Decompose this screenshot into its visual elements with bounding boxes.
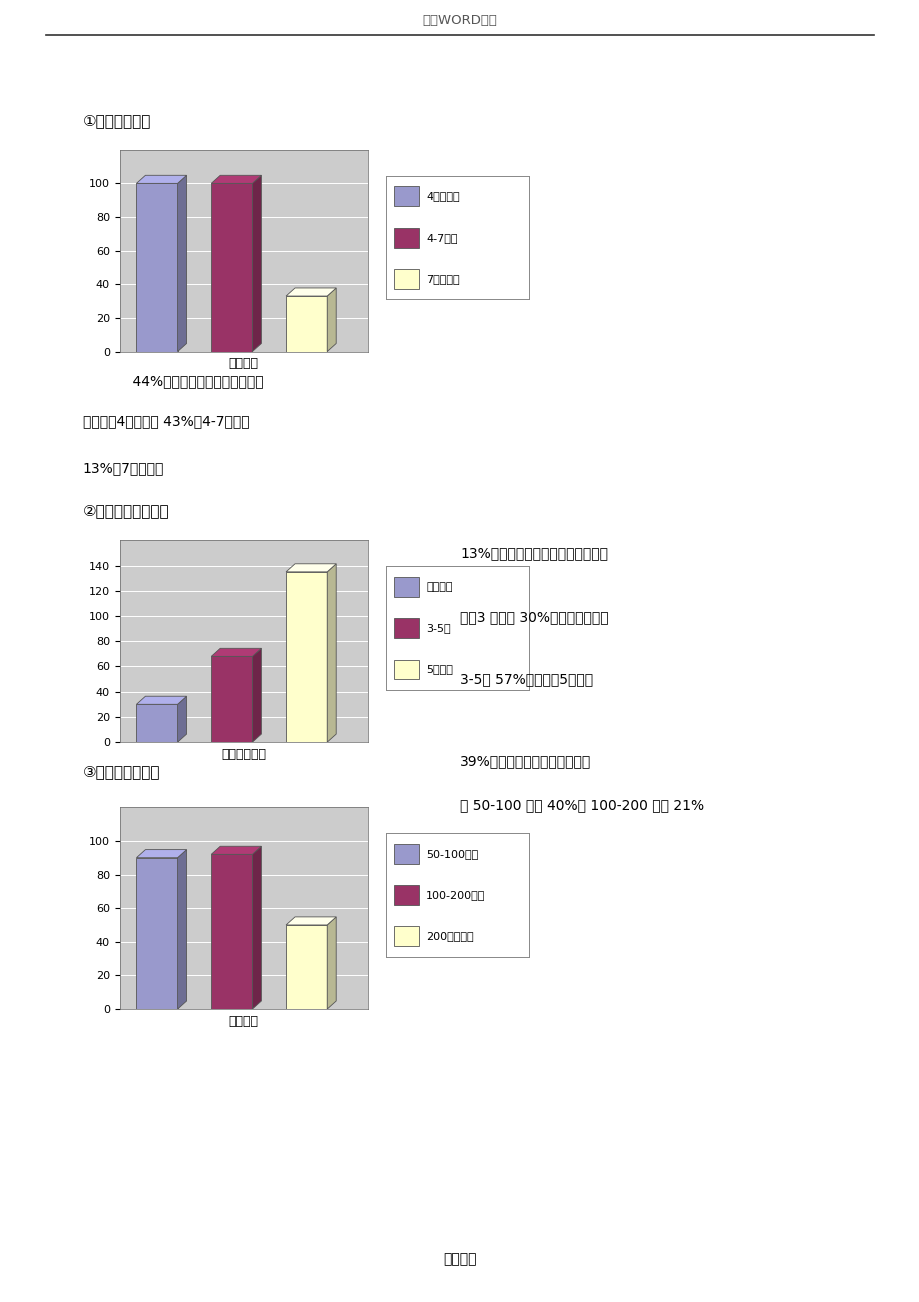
Bar [393,186,419,206]
Polygon shape [252,176,261,352]
Polygon shape [177,850,187,1009]
X-axis label: 目标使用年限: 目标使用年限 [221,747,266,760]
Text: ②微车目标使用年限: ②微车目标使用年限 [83,504,169,518]
Text: ①微车购置成本: ①微车购置成本 [83,113,151,128]
Polygon shape [252,648,261,742]
Bar [393,844,419,863]
Polygon shape [327,564,335,742]
Bar [393,927,419,947]
Text: 完美WORD格式: 完美WORD格式 [422,14,497,27]
Text: 三年以下: 三年以下 [425,582,452,592]
Text: 44%的调查者目前使用的车辆购: 44%的调查者目前使用的车辆购 [115,375,264,388]
Text: 置价格在4万元以下 43%在4-7万元，: 置价格在4万元以下 43%在4-7万元， [83,414,249,428]
Bar [286,572,327,742]
Polygon shape [327,288,335,352]
Polygon shape [286,288,335,296]
Polygon shape [136,697,187,704]
Bar [286,924,327,1009]
Bar [393,577,419,596]
Text: 为 50-100 公， 40%为 100-200 公， 21%: 为 50-100 公， 40%为 100-200 公， 21% [460,798,703,812]
Text: 39%的被调查者现有车辆日行程: 39%的被调查者现有车辆日行程 [460,754,591,768]
Bar [136,184,177,352]
Text: 3-5年: 3-5年 [425,624,450,633]
Text: 13%被调查者对微型电动车目标使用: 13%被调查者对微型电动车目标使用 [460,546,607,560]
X-axis label: 行驶里程: 行驶里程 [229,1014,258,1027]
Text: 为 200 公以上: 为 200 公以上 [460,842,528,857]
Bar [211,184,252,352]
Polygon shape [327,917,335,1009]
Bar [393,270,419,289]
Text: ③现有车辆日行程: ③现有车辆日行程 [83,764,160,779]
Polygon shape [177,176,187,352]
Polygon shape [211,648,261,656]
Text: 整理分享: 整理分享 [443,1253,476,1266]
Text: 4-7万元: 4-7万元 [425,233,458,242]
Bar [211,854,252,1009]
Bar [136,704,177,742]
Text: 4万元以下: 4万元以下 [425,191,460,202]
Bar [393,885,419,905]
Text: 200公里以上: 200公里以上 [425,931,473,941]
Polygon shape [136,176,187,184]
Polygon shape [177,697,187,742]
Polygon shape [211,176,261,184]
Bar [393,660,419,680]
Bar [393,228,419,247]
Text: 13%在7万元以上: 13%在7万元以上 [83,461,164,475]
Bar [136,858,177,1009]
Text: 限在3 以下， 30%的目标使用限是: 限在3 以下， 30%的目标使用限是 [460,611,608,624]
Text: 5年以上: 5年以上 [425,664,453,674]
Polygon shape [211,846,261,854]
Polygon shape [286,917,335,924]
Bar [286,296,327,352]
Text: 7万元以上: 7万元以上 [425,273,460,284]
Polygon shape [286,564,335,572]
Text: 3-5， 57%预计使用5以上。: 3-5， 57%预计使用5以上。 [460,673,593,686]
Bar [393,618,419,638]
Bar [211,656,252,742]
Polygon shape [136,850,187,858]
Polygon shape [252,846,261,1009]
Text: 50-100公里: 50-100公里 [425,849,478,859]
X-axis label: 购置成本: 购置成本 [229,357,258,370]
Text: 100-200公里: 100-200公里 [425,891,485,900]
